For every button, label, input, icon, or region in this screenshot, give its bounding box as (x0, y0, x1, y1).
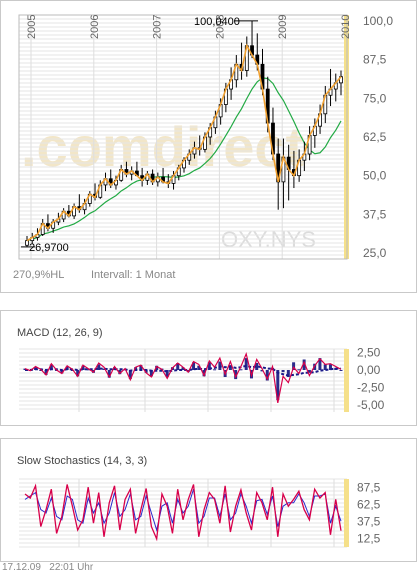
footer-time: 22:01 Uhr (49, 562, 94, 573)
y-tick-label: 75,0 (363, 91, 387, 105)
y-tick-label: -5,00 (357, 398, 385, 412)
current-period-highlight (344, 349, 349, 412)
footer-date: 17.12.09 (2, 562, 41, 573)
y-tick-label: 12,5 (357, 532, 381, 546)
macd-histogram-bar (260, 370, 264, 372)
macd-histogram-bar (207, 362, 211, 370)
y-tick-label: 37,5 (363, 207, 387, 221)
signal-line (25, 364, 341, 377)
macd-histogram-bar (281, 370, 285, 373)
price-chart-panel: .comdirectOXY.NYS20052006200720082009201… (0, 0, 417, 293)
macd-histogram-bar (302, 359, 306, 370)
high-label: 100,0400 (194, 16, 240, 28)
stochastic-d-line (24, 489, 342, 532)
macd-histogram-bar (70, 370, 74, 371)
macd-histogram-bar (107, 370, 111, 378)
performance-info: 270,9%HL (13, 269, 64, 281)
y-tick-label: 50,0 (363, 169, 387, 183)
macd-histogram-bar (239, 369, 243, 371)
close-price-line (26, 43, 342, 242)
macd-histogram-bar (139, 365, 143, 370)
macd-histogram-bar (255, 363, 259, 370)
macd-histogram-bar (234, 370, 238, 380)
macd-chart: 2,50 0,00 -2,50 -5,00 (19, 346, 385, 412)
y-tick-label: 37,5 (357, 515, 381, 529)
macd-histogram-bar (181, 367, 185, 370)
macd-histogram-bar (265, 370, 269, 381)
macd-histogram-bar (244, 358, 248, 370)
macd-histogram-bar (323, 364, 327, 370)
x-tick-label: 2006 (89, 15, 101, 39)
macd-histogram-bar (228, 365, 232, 370)
macd-histogram-bar (76, 370, 80, 377)
macd-histogram-bar (192, 362, 196, 370)
stochastics-title: Slow Stochastics (14, 3, 3) (17, 455, 148, 467)
macd-histogram-bar (202, 370, 206, 377)
macd-histogram-bar (155, 365, 159, 370)
macd-histogram-bar (292, 362, 296, 370)
macd-histogram-bar (44, 370, 48, 375)
macd-histogram-bar (113, 367, 117, 370)
current-period-highlight (344, 479, 349, 547)
x-tick-label: 2008 (214, 15, 226, 39)
macd-histogram-bar (318, 358, 322, 370)
y-tick-label: 62,5 (357, 498, 381, 512)
stochastics-chart: 87,5 62,5 37,5 12,5 (19, 478, 381, 548)
macd-histogram-bar (165, 370, 169, 377)
macd-histogram-bar (149, 370, 153, 377)
timestamp-footer: 17.12.09 22:01 Uhr (2, 562, 93, 573)
macd-histogram-bar (97, 364, 101, 370)
macd-histogram-bar (128, 370, 132, 380)
x-tick-label: 2007 (152, 15, 164, 39)
y-tick-label: 62,5 (363, 130, 387, 144)
macd-panel: MACD (12, 26, 9) 2,50 0,00 -2,50 -5,00 (0, 310, 417, 426)
macd-histogram-bar (102, 368, 106, 370)
macd-histogram-bar (297, 369, 301, 371)
moving-average-line (26, 77, 342, 242)
y-tick-label: 87,5 (357, 481, 381, 495)
macd-histogram-bar (49, 364, 53, 370)
macd-histogram-bar (286, 370, 290, 377)
price-chart: .comdirectOXY.NYS20052006200720082009201… (13, 14, 393, 281)
y-tick-label: -2,50 (357, 381, 385, 395)
interval-info: Intervall: 1 Monat (91, 269, 175, 281)
macd-histogram-bar (118, 370, 122, 375)
macd-histogram-bar (276, 370, 280, 401)
y-tick-label: 100,0 (363, 14, 393, 28)
stochastic-k-line (24, 483, 342, 542)
x-tick-label: 2005 (26, 15, 38, 39)
y-tick-label: 87,5 (363, 53, 387, 67)
macd-title: MACD (12, 26, 9) (17, 327, 103, 339)
macd-histogram-bar (86, 369, 90, 371)
macd-histogram-bar (213, 369, 217, 371)
macd-line (24, 351, 342, 404)
low-label: 26,9700 (29, 242, 69, 254)
macd-histogram-bar (307, 370, 311, 373)
plot-frame (18, 14, 348, 260)
macd-histogram-bar (39, 370, 43, 371)
y-tick-label: 2,50 (357, 346, 381, 360)
macd-histogram-bar (339, 370, 343, 371)
y-tick-label: 0,00 (357, 363, 381, 377)
macd-histogram-bar (144, 370, 148, 373)
macd-histogram-bar (328, 364, 332, 370)
y-tick-label: 25,0 (363, 246, 387, 260)
x-tick-label: 2010 (340, 15, 352, 39)
macd-histogram-bar (176, 363, 180, 370)
macd-histogram-bar (60, 370, 64, 374)
stochastics-panel: Slow Stochastics (14, 3, 3) 87,5 62,5 37,5… (0, 438, 417, 562)
macd-histogram-bar (81, 365, 85, 370)
macd-histogram-bar (197, 365, 201, 370)
macd-histogram-bar (65, 366, 69, 370)
x-tick-label: 2009 (277, 15, 289, 39)
